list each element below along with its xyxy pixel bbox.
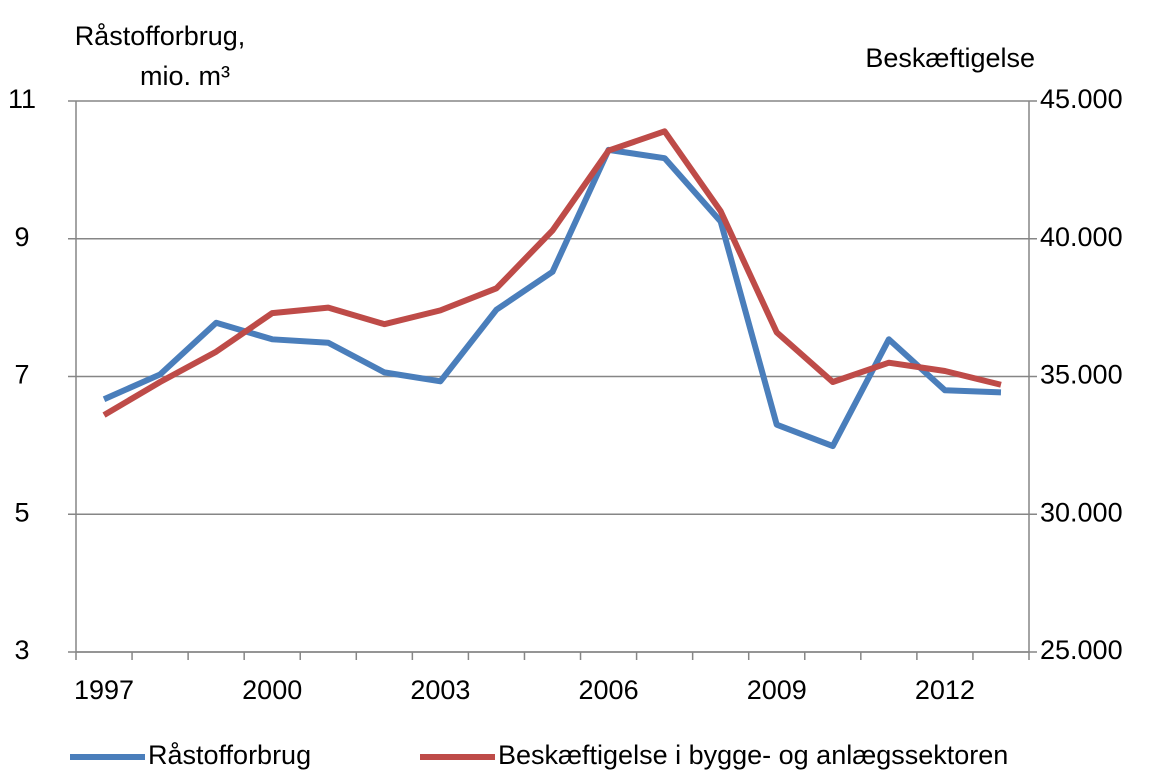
- x-tick-label: 2012: [915, 675, 975, 705]
- y-tick-label: 7: [14, 360, 29, 390]
- line: [102, 146, 1002, 450]
- x-tick-label: 2006: [579, 675, 639, 705]
- y-axis-title: mio. m³: [140, 61, 230, 91]
- legend-label: Råstofforbrug: [148, 740, 311, 770]
- y-tick-label: 3: [14, 635, 29, 665]
- y2-tick-label: 35.000: [1040, 360, 1123, 390]
- x-tick-label: 2000: [242, 675, 302, 705]
- y2-tick-label: 30.000: [1040, 497, 1123, 527]
- y2-tick-label: 25.000: [1040, 635, 1123, 665]
- line: [102, 128, 1002, 418]
- y-tick-label: 5: [14, 497, 29, 527]
- x-tick-label: 2003: [410, 675, 470, 705]
- legend-label: Beskæftigelse i bygge- og anlægssektoren: [498, 740, 1008, 770]
- x-tick-label: 1997: [74, 675, 134, 705]
- y2-tick-label: 45.000: [1040, 84, 1123, 114]
- y2-tick-label: 40.000: [1040, 222, 1123, 252]
- y-axis-title: Råstofforbrug,: [75, 21, 246, 51]
- y-tick-label: 11: [8, 84, 36, 114]
- x-tick-label: 2009: [747, 675, 807, 705]
- y2-axis-title: Beskæftigelse: [865, 43, 1035, 73]
- y-tick-label: 9: [14, 222, 29, 252]
